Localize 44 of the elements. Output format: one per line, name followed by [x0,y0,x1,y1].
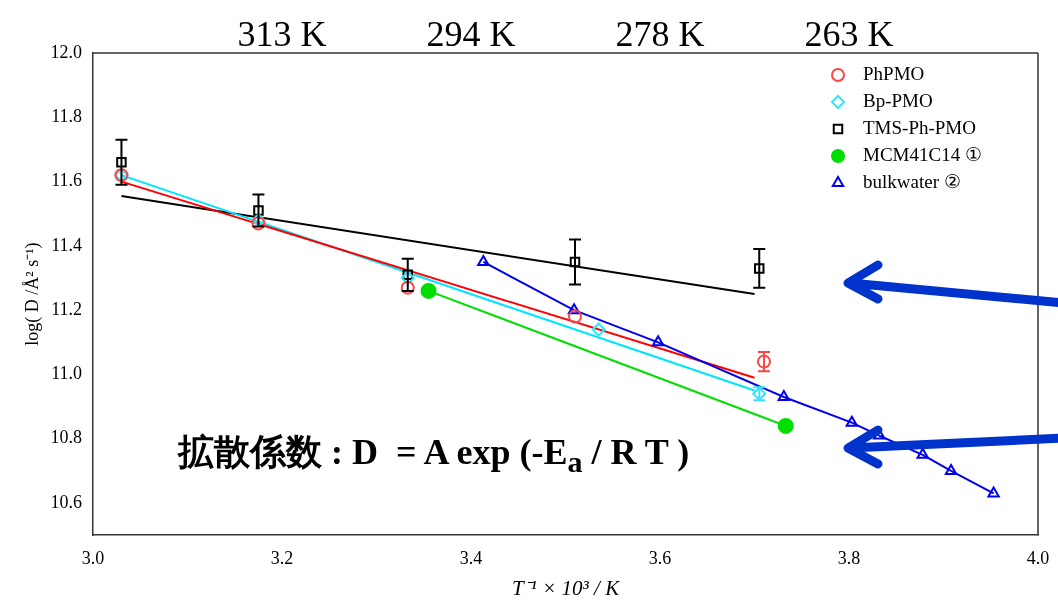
y-tick-label: 11.8 [51,106,83,127]
point [845,415,859,427]
y-tick-label: 12.0 [50,41,83,62]
annotation: 294 K [426,14,516,55]
point [569,256,581,268]
x-tick-label: 3.2 [270,547,294,568]
point [116,157,127,168]
legend-label: Bp-PMO [863,89,933,111]
annotation: 313 K [237,14,327,55]
point [987,486,1000,498]
point [777,389,791,401]
point [402,269,413,281]
point [651,335,665,347]
y-tick-label: 11.4 [51,234,83,255]
x-tick-label: 3.0 [81,547,105,568]
annotation: 278 K [615,14,705,55]
point [591,322,606,337]
annotation: 263 K [804,14,894,55]
point [944,463,958,475]
y-tick-label: 10.6 [50,491,83,512]
y-tick-label: 11.2 [51,298,83,319]
point [777,417,794,434]
legend-label: TMS-Ph-PMO [863,116,976,138]
x-tick-label: 4.0 [1026,547,1050,568]
annotation: 拡散係数 : D = A exp (-E$_{a}$ / R T ) [178,431,690,480]
y-tick-label: 10.8 [50,427,83,448]
point [420,282,437,299]
y-axis-title: log( D /Å² s⁻¹) [21,242,43,346]
legend-label: MCM41C14 ① [863,143,982,165]
legend-label: bulkwater ② [863,170,961,192]
x-tick-label: 3.4 [459,547,483,568]
point [400,280,415,295]
point [400,271,415,286]
point [477,254,490,266]
x-tick-label: 3.8 [837,547,861,568]
point [567,303,581,315]
y-tick-label: 11.0 [51,363,83,384]
y-tick-label: 11.6 [51,170,83,191]
point [253,205,264,216]
legend-label: PhPMO [863,62,925,84]
point [754,263,765,274]
x-tick-label: 3.6 [648,547,672,568]
point [568,309,582,324]
x-axis-title: T⁻¹ × 10³ / K [511,575,621,600]
